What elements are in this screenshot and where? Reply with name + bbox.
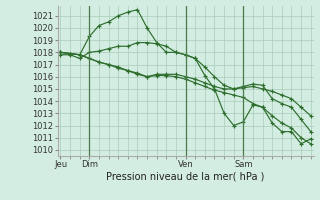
X-axis label: Pression niveau de la mer( hPa ): Pression niveau de la mer( hPa ) — [107, 172, 265, 182]
